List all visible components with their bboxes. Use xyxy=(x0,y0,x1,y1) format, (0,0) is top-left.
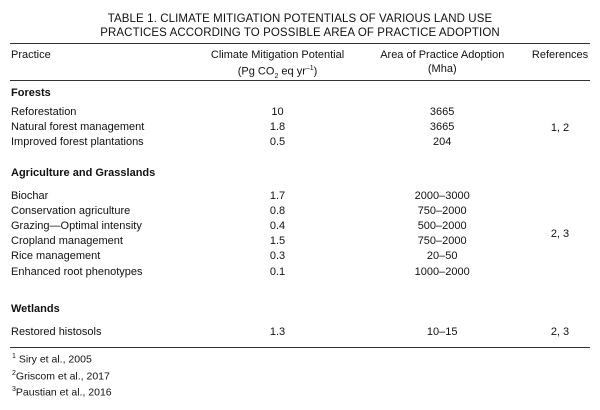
header-rule xyxy=(10,80,590,81)
footnote: 1 Siry et al., 2005 xyxy=(12,353,92,366)
section-title: Forests xyxy=(11,87,51,99)
table-row: Conservation agriculture 0.8 750–2000 xyxy=(11,204,467,217)
section-agriculture-grasslands: Agriculture and Grasslands Biochar 1.7 2… xyxy=(10,166,590,280)
header-area-title: Area of Practice Adoption xyxy=(380,49,505,61)
bottom-rule xyxy=(10,347,590,349)
section-title: Wetlands xyxy=(11,302,60,315)
footnotes: 1 Siry et al., 2005 2Griscom et al., 201… xyxy=(10,348,590,400)
section-references: 2, 3 xyxy=(550,228,570,241)
table-row: Reforestation 10 3665 xyxy=(11,106,455,118)
section-references: 2, 3 xyxy=(550,326,570,339)
table-title: TABLE 1. CLIMATE MITIGATION POTENTIALS O… xyxy=(10,12,590,40)
header-references: References xyxy=(531,49,589,61)
header-practice: Practice xyxy=(11,49,51,61)
table-title-line-2: PRACTICES ACCORDING TO POSSIBLE AREA OF … xyxy=(100,27,500,39)
table-row: Enhanced root phenotypes 0.1 1000–2000 xyxy=(11,265,470,278)
section-wetlands: Wetlands Restored histosols 1.3 10–15 2,… xyxy=(10,302,590,340)
table-row: Improved forest plantations 0.5 204 xyxy=(11,136,452,149)
table-title-line-1: TABLE 1. CLIMATE MITIGATION POTENTIALS O… xyxy=(107,13,493,25)
table-row: Natural forest management 1.8 3665 xyxy=(11,121,455,134)
top-rule xyxy=(10,43,590,44)
section-references: 1, 2 xyxy=(550,121,570,134)
footnote: 3Paustian et al., 2016 xyxy=(12,386,112,399)
header-area: Area of Practice Adoption (Mha) xyxy=(354,48,530,78)
header-potential-unit: (Pg CO2 eq yr–1) xyxy=(237,65,318,80)
header-potential: Climate Mitigation Potential (Pg CO2 eq … xyxy=(201,48,355,80)
footnote: 2Griscom et al., 2017 xyxy=(12,369,110,383)
header-potential-title: Climate Mitigation Potential xyxy=(210,49,345,61)
table-row: Rice management 0.3 20–50 xyxy=(11,250,458,263)
section-rows-group: Biochar 1.7 2000–3000 Conservation agric… xyxy=(10,189,590,280)
section-forests: Forests Reforestation 10 3665 Natural fo… xyxy=(10,86,590,151)
section-title: Agriculture and Grasslands xyxy=(11,166,156,179)
table-row: Grazing—Optimal intensity 0.4 500–2000 xyxy=(11,220,467,233)
table-row: Cropland management 1.5 750–2000 xyxy=(11,235,467,248)
table-row: Restored histosols 1.3 10–15 xyxy=(11,325,458,338)
header-area-unit: (Mha) xyxy=(427,63,457,75)
table-row: Biochar 1.7 2000–3000 xyxy=(11,189,470,202)
table-header: Practice Climate Mitigation Potential (P… xyxy=(10,44,590,80)
section-rows-group: Restored histosols 1.3 10–15 2, 3 xyxy=(10,325,590,340)
section-rows-group: Reforestation 10 3665 Natural forest man… xyxy=(10,105,590,151)
